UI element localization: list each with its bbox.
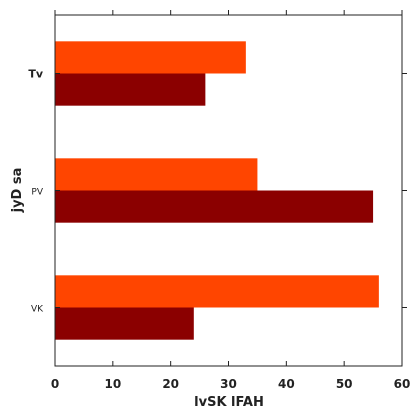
bar-Tv-series-1 bbox=[55, 41, 246, 74]
bar-VK-series-1 bbox=[55, 275, 379, 308]
x-tick-label: 30 bbox=[220, 377, 237, 391]
x-tick-label: 10 bbox=[104, 377, 121, 391]
y-tick-label: PV bbox=[31, 188, 43, 198]
x-tick-label: 0 bbox=[51, 377, 59, 391]
bar-VK-series-2 bbox=[55, 307, 194, 340]
y-tick-label: Tv bbox=[28, 68, 44, 81]
x-tick-label: 50 bbox=[336, 377, 353, 391]
bar-Tv-series-2 bbox=[55, 73, 206, 106]
bars-layer bbox=[55, 41, 379, 340]
x-tick-label: 40 bbox=[278, 377, 295, 391]
y-axis-title: jyD sa bbox=[10, 168, 25, 214]
x-tick-label: 60 bbox=[394, 377, 411, 391]
x-axis-title: lvSK lFAH bbox=[194, 395, 264, 410]
plot-frame bbox=[54, 14, 403, 367]
y-tick-label: VK bbox=[31, 305, 44, 315]
ticks-layer: Tv PV VK 0 10 20 30 40 50 60 bbox=[28, 10, 410, 391]
bar-PV-series-1 bbox=[55, 158, 258, 191]
x-tick-label: 20 bbox=[162, 377, 179, 391]
bar-PV-series-2 bbox=[55, 190, 374, 223]
